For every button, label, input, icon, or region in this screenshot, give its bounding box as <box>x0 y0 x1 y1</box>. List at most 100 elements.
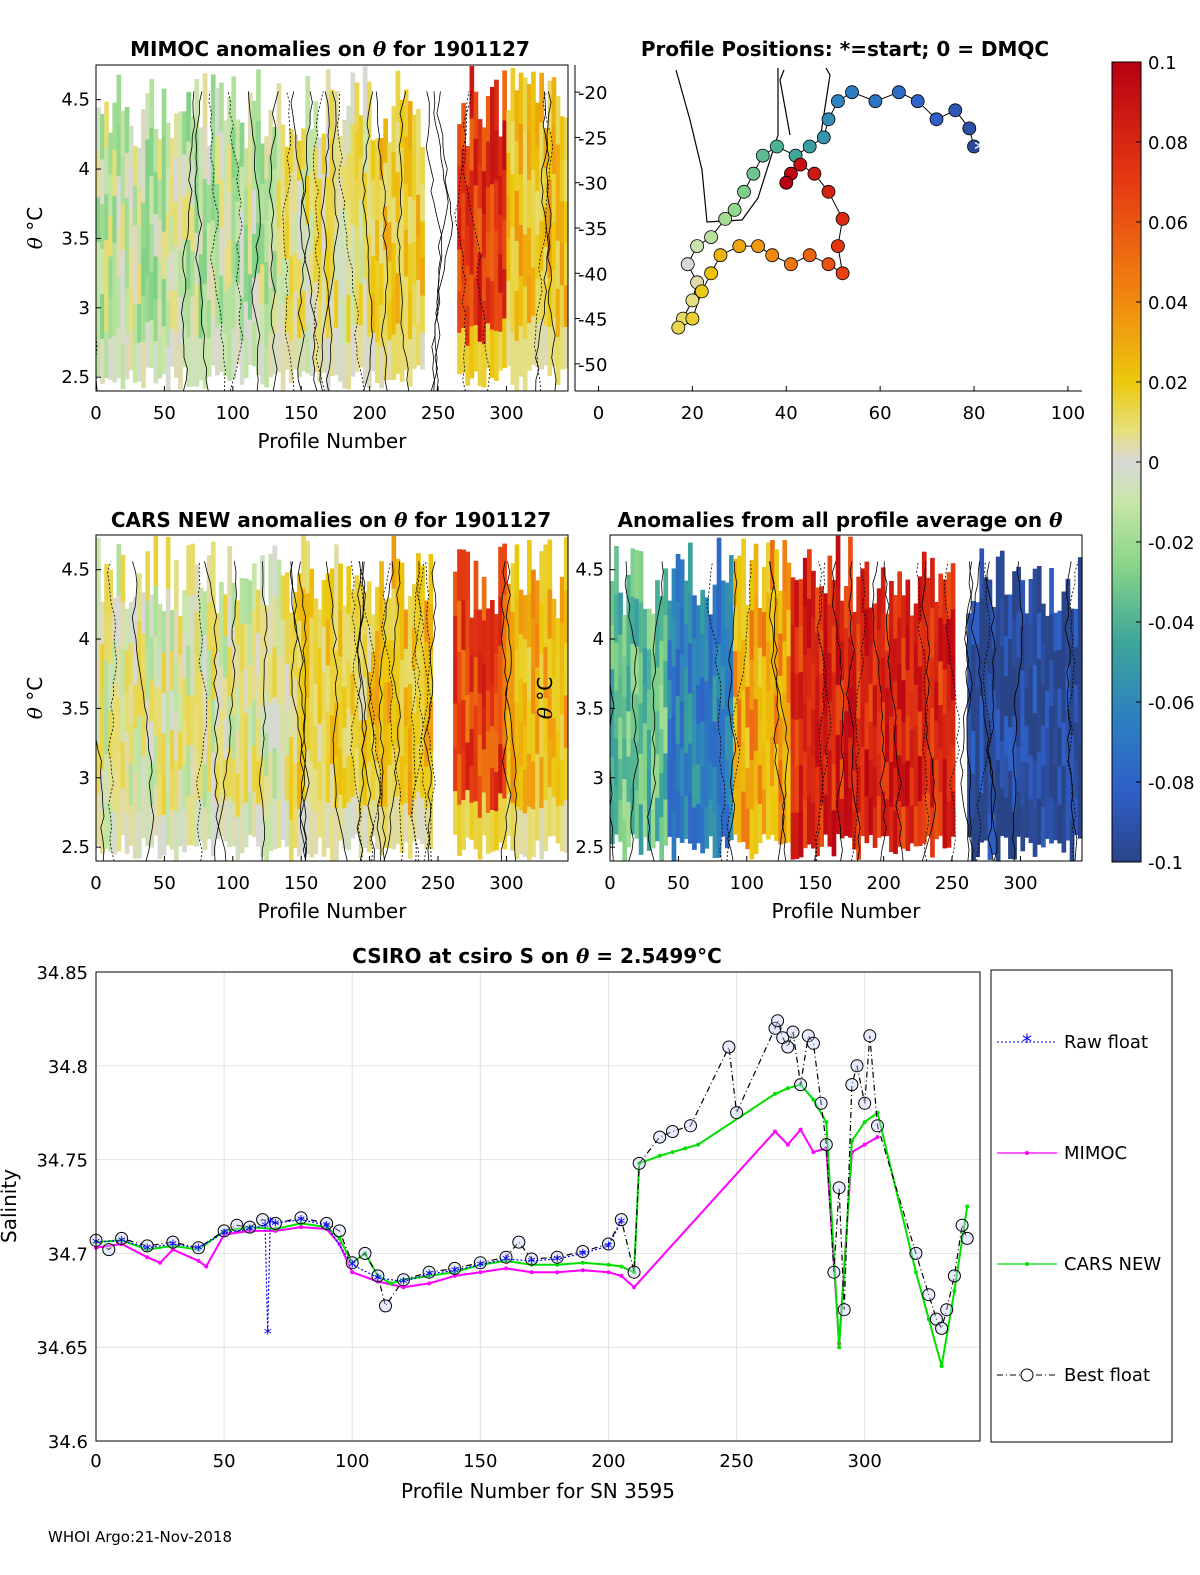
best-float-point <box>786 1025 800 1039</box>
heat-cell <box>770 785 775 835</box>
heat-cell <box>610 668 615 713</box>
heat-cell <box>999 550 1005 599</box>
heat-cell <box>860 791 866 837</box>
heat-cell <box>794 812 800 859</box>
heat-cell <box>930 757 935 808</box>
contour-line <box>396 91 410 392</box>
best-float-point <box>781 1040 795 1054</box>
heat-cell <box>1016 746 1021 792</box>
heat-cell <box>531 617 536 666</box>
heat-cell <box>498 546 503 597</box>
profile-position <box>779 175 794 190</box>
heat-cell <box>926 749 931 793</box>
x-tick-label: 80 <box>963 403 986 424</box>
heat-cell <box>383 640 388 683</box>
heat-cell <box>522 77 528 131</box>
heat-cell <box>485 322 491 369</box>
best-float-point <box>922 1288 936 1302</box>
heat-cell <box>1057 765 1063 805</box>
heat-cell <box>614 642 619 691</box>
legend-box <box>990 969 1173 1443</box>
heat-cell <box>490 809 495 852</box>
heat-cell <box>358 674 364 721</box>
heat-cell <box>186 239 191 289</box>
average-title: Anomalies from all profile average on θ <box>618 508 1064 532</box>
heat-cell <box>252 189 257 234</box>
colorbar-tick-label: 0.04 <box>1148 293 1188 314</box>
heat-cell <box>835 684 841 735</box>
heat-cell <box>469 802 475 840</box>
heat-cell <box>391 536 397 589</box>
heat-cell <box>485 277 491 324</box>
heat-cell <box>157 688 163 732</box>
heat-cell <box>979 744 985 794</box>
heat-cell <box>272 127 278 169</box>
heat-cell <box>223 247 228 291</box>
heat-cell <box>260 655 265 707</box>
heat-cell <box>338 701 343 749</box>
heat-cell <box>362 762 368 806</box>
heat-cell <box>490 600 495 643</box>
heat-cell <box>991 689 997 732</box>
heat-cell <box>696 763 701 804</box>
heat-cell <box>375 674 380 719</box>
best-float-point <box>379 1299 392 1313</box>
heat-cell <box>798 810 804 858</box>
float-track <box>671 85 981 335</box>
cars-new-point <box>337 1236 342 1241</box>
heat-cell <box>708 651 714 689</box>
heat-cell <box>284 332 290 370</box>
heat-cell <box>514 753 520 807</box>
heat-cell <box>223 120 228 164</box>
heat-cell <box>124 197 130 244</box>
heat-cell <box>371 140 376 180</box>
heat-cell <box>1077 557 1083 605</box>
heat-cell <box>1069 692 1075 736</box>
heat-cell <box>334 597 339 651</box>
heat-cell <box>835 734 841 785</box>
heat-cell <box>227 191 232 240</box>
heat-cell <box>145 138 150 186</box>
heat-cell <box>104 753 109 802</box>
heat-cell <box>761 789 767 835</box>
start-marker: * <box>974 136 986 164</box>
heat-cell <box>946 709 952 757</box>
heat-cell <box>280 663 286 709</box>
heat-cell <box>272 646 278 698</box>
profile-position <box>704 266 718 281</box>
heat-cell <box>745 807 751 850</box>
heat-cell <box>145 747 150 797</box>
heat-cell <box>416 743 421 792</box>
heat-cell <box>301 128 306 170</box>
contour-line <box>1012 561 1024 862</box>
heat-cell <box>346 152 352 201</box>
heat-cell <box>297 180 302 220</box>
heat-cell <box>950 699 956 746</box>
heat-cell <box>733 788 738 835</box>
heat-cell <box>819 759 824 804</box>
heat-cell <box>128 764 134 806</box>
heat-cell <box>971 644 976 688</box>
heat-cell <box>239 806 245 854</box>
heat-cell <box>313 236 319 282</box>
heat-cell <box>260 343 265 385</box>
heat-cell <box>679 700 685 749</box>
heat-cell <box>498 214 503 254</box>
x-tick-label: 300 <box>489 873 523 894</box>
heat-cell <box>917 800 923 846</box>
heat-cell <box>342 209 347 255</box>
heat-cell <box>124 690 130 732</box>
heat-cell <box>630 691 636 740</box>
best-float-point <box>525 1252 539 1266</box>
heat-cell <box>276 703 282 752</box>
heat-cell <box>716 644 722 698</box>
heat-cell <box>145 321 150 368</box>
best-float-point <box>371 1269 385 1283</box>
heat-cell <box>555 288 561 337</box>
contour-line <box>213 561 238 862</box>
heat-cell <box>786 609 792 657</box>
heat-cell <box>247 183 253 229</box>
heat-cell <box>856 765 861 813</box>
heat-cell <box>366 132 372 185</box>
heat-cell <box>885 687 890 726</box>
